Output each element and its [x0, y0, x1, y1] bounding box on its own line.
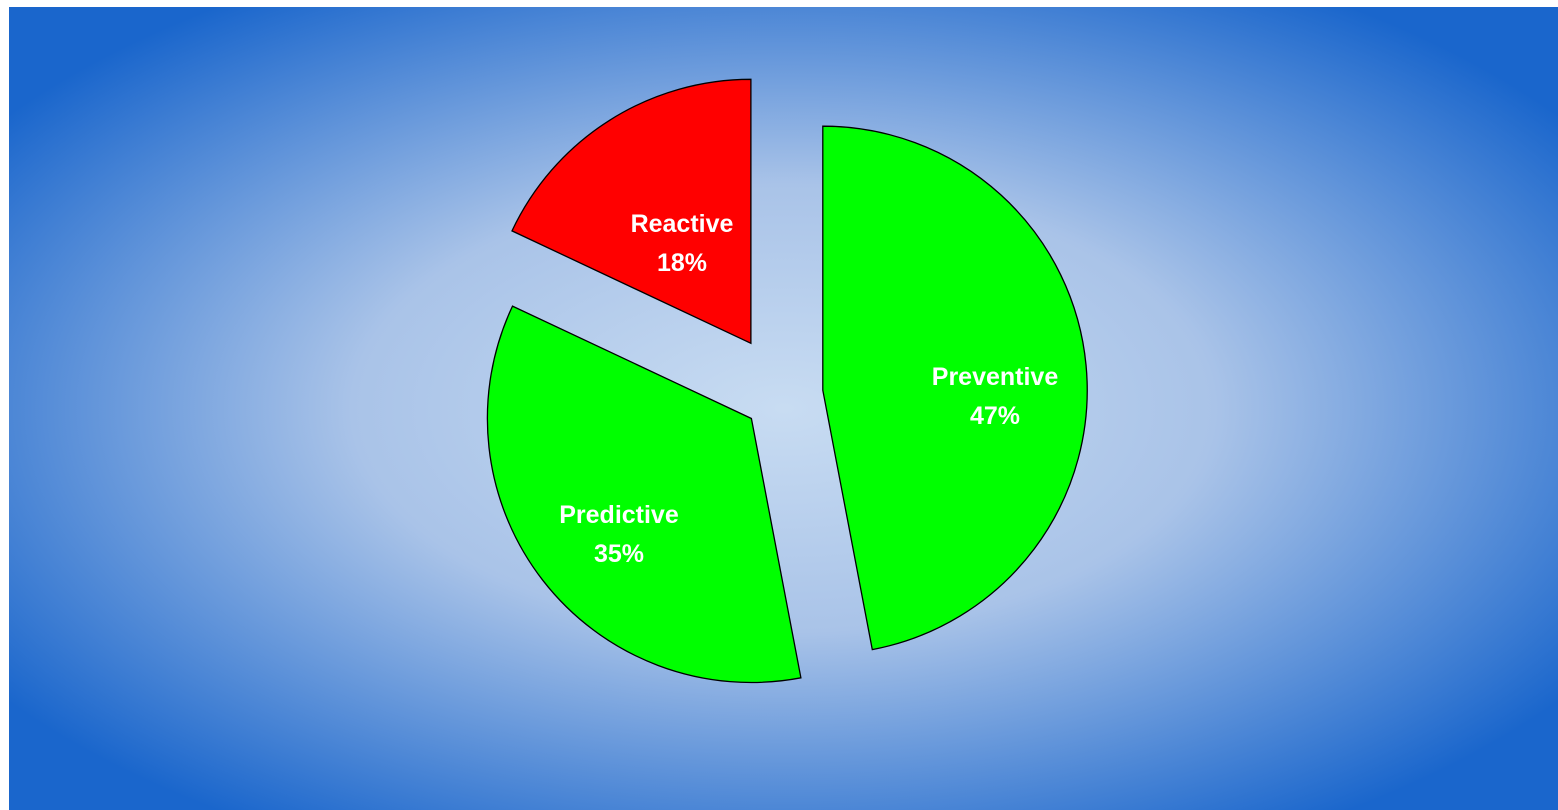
- chart-area: Preventive 47% Predictive 35% Reactive 18%: [9, 7, 1558, 810]
- pie-slice-predictive: [486, 305, 802, 684]
- chart-background: [9, 7, 1558, 810]
- pie-slice-reactive: [511, 78, 752, 345]
- pie-chart: Preventive 47% Predictive 35% Reactive 18%: [9, 7, 1558, 810]
- slice-label-name-reactive: Reactive: [631, 210, 734, 238]
- slice-label-value-predictive: 35%: [594, 540, 644, 568]
- slices-layer: [486, 78, 1088, 684]
- labels-layer: Preventive 47% Predictive 35% Reactive 18%: [559, 210, 1058, 568]
- slice-label-name-preventive: Preventive: [932, 363, 1059, 391]
- slice-label-value-reactive: 18%: [657, 249, 707, 277]
- slice-label-value-preventive: 47%: [970, 402, 1020, 430]
- pie-slice-preventive: [822, 125, 1088, 651]
- slice-label-name-predictive: Predictive: [559, 501, 679, 529]
